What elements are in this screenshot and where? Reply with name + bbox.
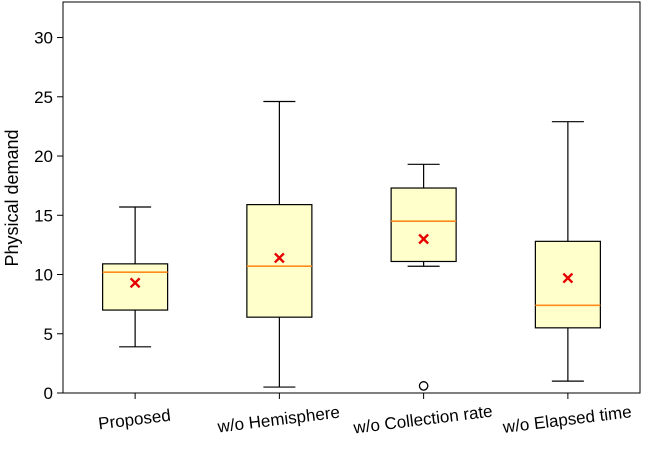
- mean-marker: [418, 233, 429, 245]
- x-axis: Proposed w/o Hemisphere w/o Collection rat…: [97, 393, 633, 438]
- mean-marker: [129, 277, 141, 289]
- y-tick-label: 25: [34, 88, 53, 107]
- x-tick-label: w/o Collection rate: [351, 402, 493, 438]
- box-group: [102, 206, 169, 348]
- y-tick-label: 15: [34, 206, 53, 225]
- box-iqr: [102, 263, 169, 311]
- box-group: [534, 121, 601, 382]
- box-iqr: [534, 240, 601, 329]
- x-tick-label: w/o Elapsed time: [501, 402, 633, 437]
- y-tick-label: 30: [34, 29, 53, 48]
- y-axis: 0 5 10 15 20 25 30: [34, 29, 63, 403]
- outlier-point: [418, 381, 429, 391]
- box-group: [390, 163, 457, 391]
- box-group: [246, 100, 313, 388]
- mean-marker: [274, 252, 285, 264]
- box-iqr: [390, 187, 457, 263]
- y-axis-label: Physical demand: [2, 129, 22, 266]
- x-tick-label: w/o Hemisphere: [216, 403, 341, 437]
- box-iqr: [246, 204, 313, 318]
- y-tick-label: 0: [44, 384, 53, 403]
- plot-frame: [62, 1, 641, 394]
- x-tick-label: Proposed: [97, 406, 172, 434]
- boxes-layer: [102, 100, 601, 391]
- y-tick-label: 20: [34, 147, 53, 166]
- y-tick-label: 5: [44, 325, 53, 344]
- mean-marker: [562, 272, 574, 284]
- y-tick-label: 10: [34, 266, 53, 285]
